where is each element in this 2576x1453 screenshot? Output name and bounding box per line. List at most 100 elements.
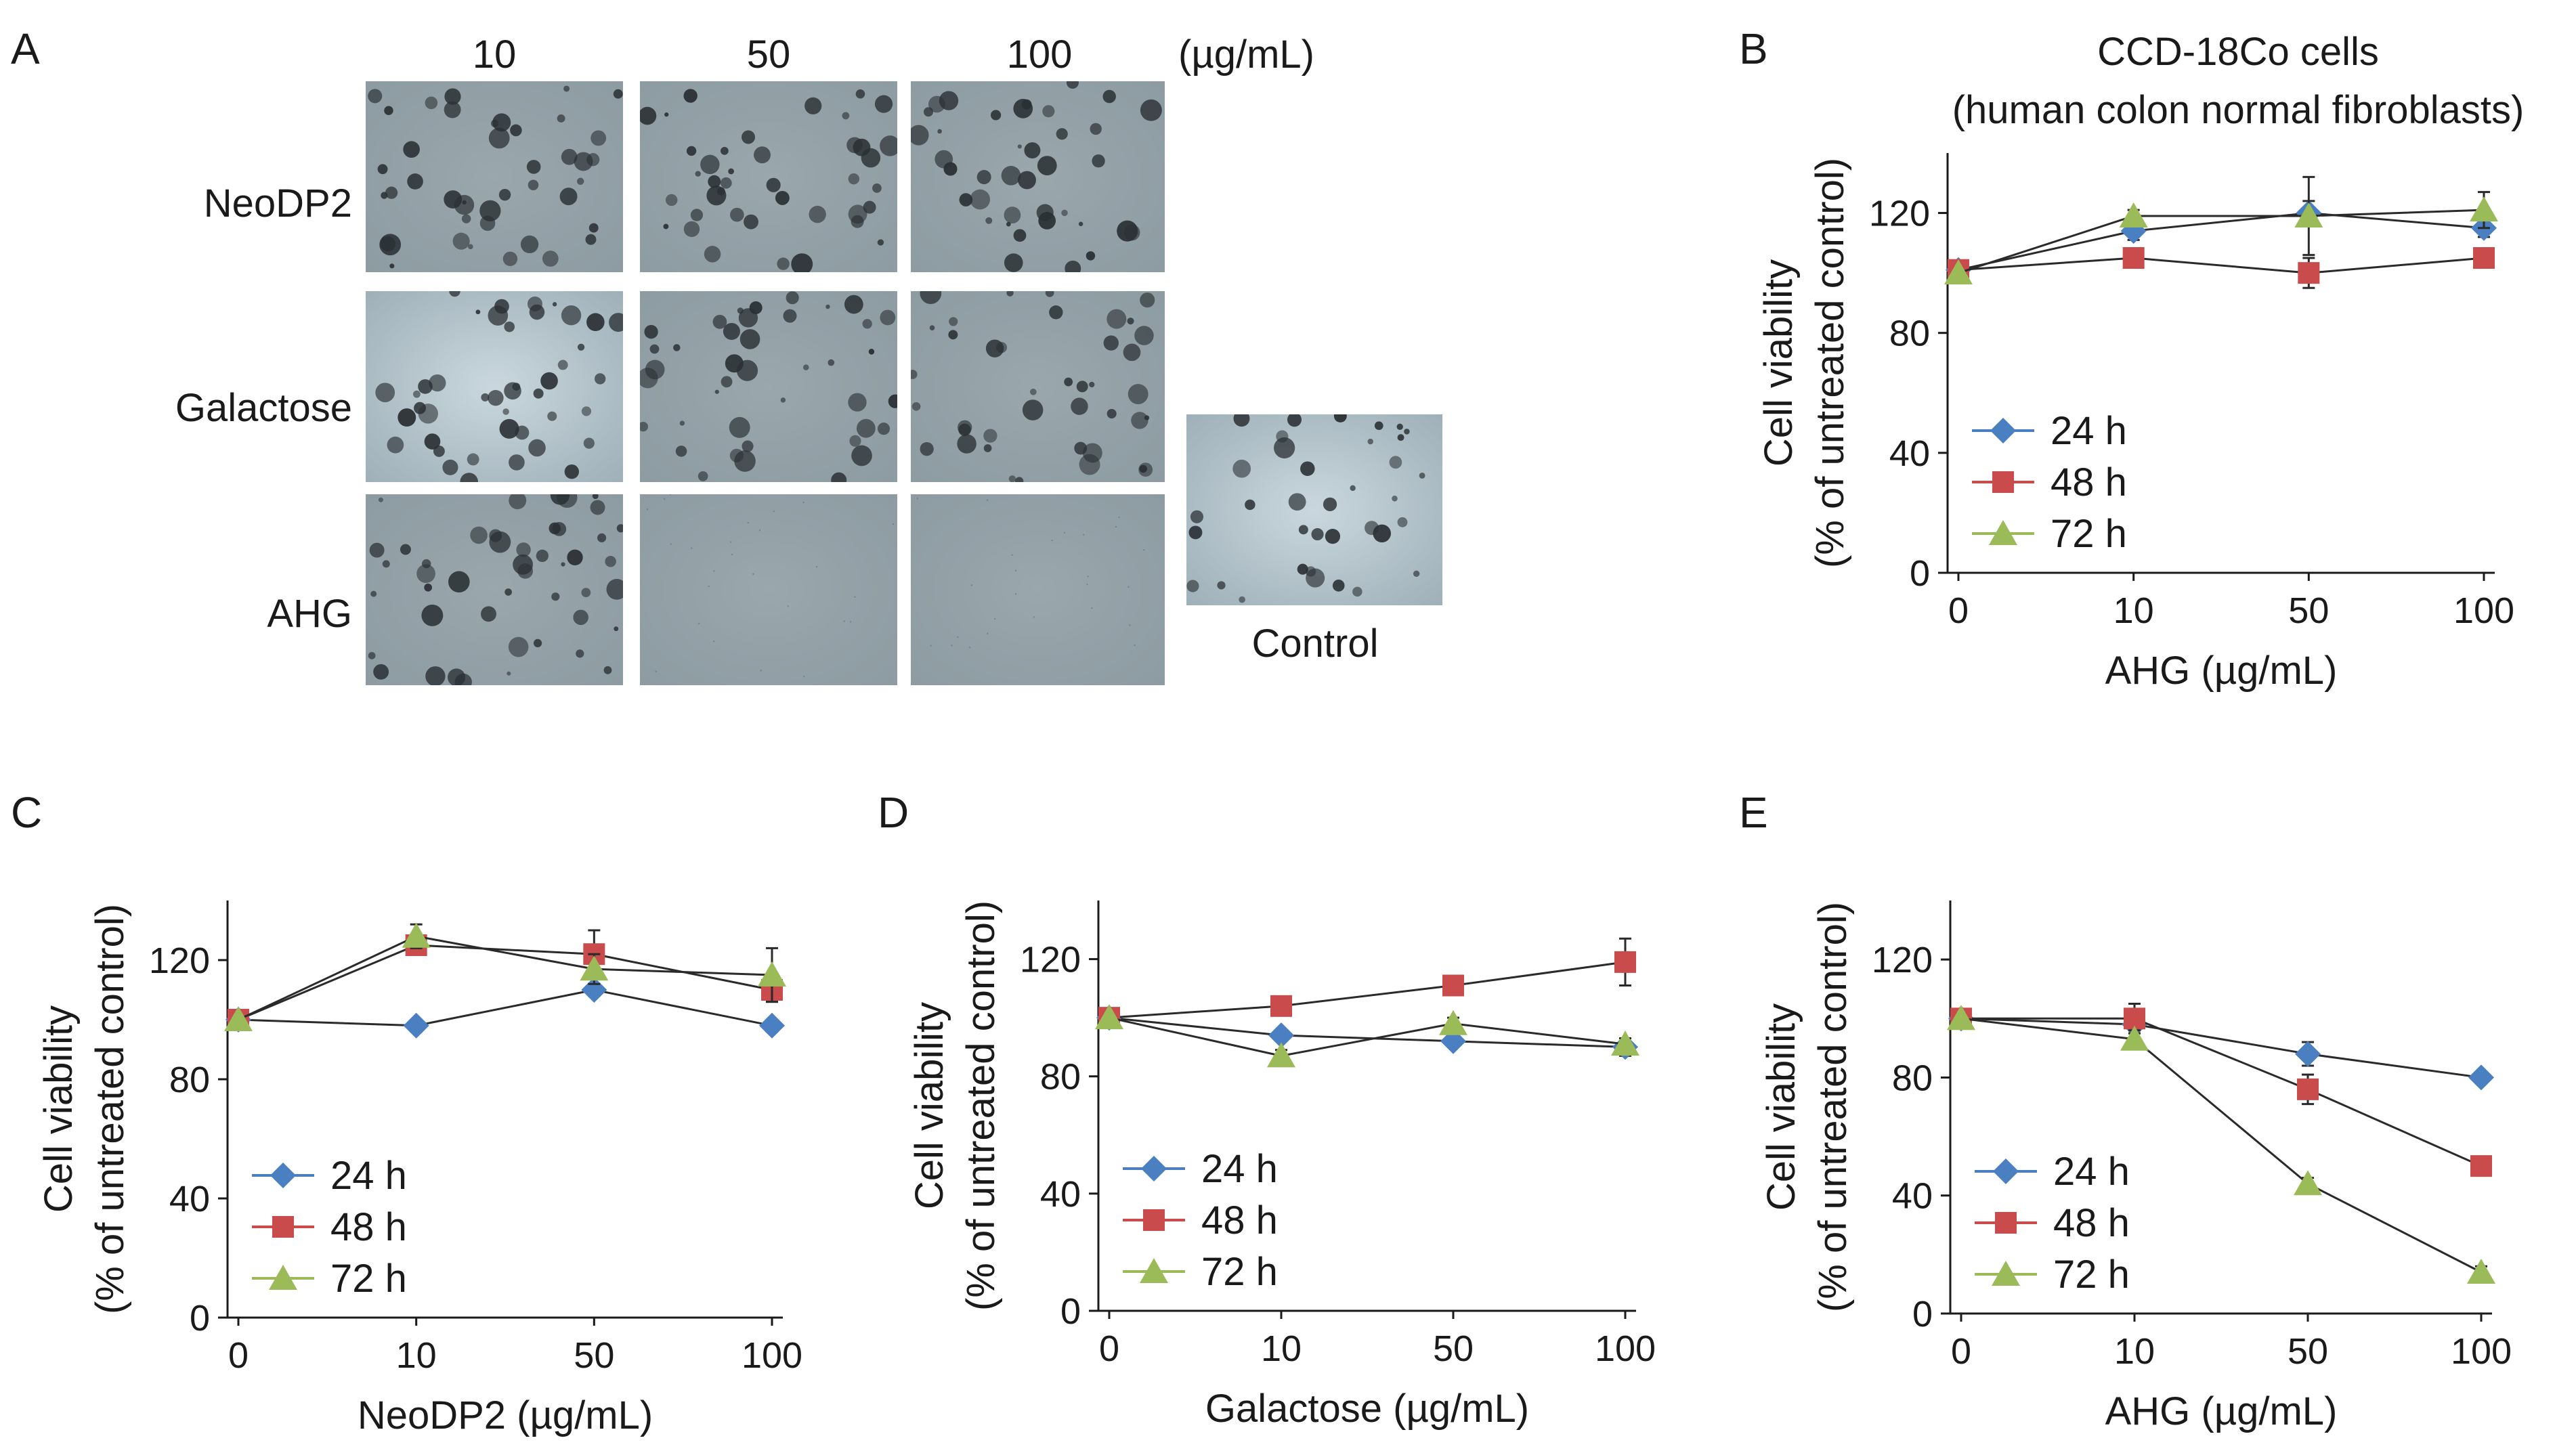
chart-e-ytick-label-120: 120 (1872, 940, 1933, 980)
chart-d-point-24h-10 (1268, 1022, 1294, 1049)
chart-e-point-24h-50 (2295, 1041, 2321, 1067)
chart-e-point-24h-100 (2468, 1064, 2494, 1091)
chart-d-point-72h-10 (1267, 1042, 1295, 1068)
chart-c-point-72h-100 (758, 961, 786, 986)
chart-d-point-72h-100 (1611, 1031, 1639, 1056)
chart-c-y-label-line-2: (% of untreated control) (88, 904, 132, 1314)
chart-c-point-72h-0 (224, 1006, 253, 1031)
chart-e-ytick-label-0: 0 (1912, 1294, 1933, 1335)
chart-b-point-72h-100 (2470, 196, 2498, 222)
chart-c-xtick-label-50: 50 (574, 1335, 614, 1376)
panel-letter-e: E (1739, 788, 1768, 837)
chart-b-series-24h-line (1958, 212, 2485, 272)
chart-c-point-24h-10 (403, 1012, 429, 1039)
chart-c-legend-label-48h: 48 h (330, 1205, 407, 1249)
chart-d-xtick-label-0: 0 (1099, 1328, 1119, 1369)
chart-b-legend-label-72h: 72 h (2051, 512, 2127, 556)
chart-b-series-48h-line (1958, 257, 2485, 274)
micrograph-control (1186, 414, 1442, 605)
chart-e-point-72h-10 (2120, 1025, 2149, 1051)
chart-b-point-48h-10 (2122, 247, 2145, 269)
chart-b-point-48h-100 (2473, 247, 2495, 269)
column-header-10: 10 (472, 32, 517, 77)
micrograph-ahg-10 (366, 494, 623, 685)
chart-d-ytick-label-40: 40 (1040, 1174, 1081, 1215)
chart-d-x-label: Galactose (µg/mL) (1205, 1387, 1529, 1431)
chart-c-xtick-label-100: 100 (742, 1335, 802, 1376)
chart-c-legend-marker-24h (270, 1163, 296, 1188)
chart-e-series-48h-line (1961, 1017, 2482, 1167)
chart-e-legend-marker-24h (1993, 1158, 2019, 1184)
chart-b-xtick-label-10: 10 (2113, 590, 2154, 631)
chart-b-legend-marker-24h (1990, 418, 2016, 443)
chart-c-series-24h-line (238, 989, 773, 1027)
chart-b-y-label-line-1: Cell viability (1757, 259, 1801, 467)
chart-c-ytick-label-80: 80 (169, 1060, 210, 1100)
chart-d-y-label-line-1: Cell viability (907, 1002, 951, 1209)
chart-e-legend-label-24h: 24 h (2053, 1150, 2130, 1194)
chart-d-point-72h-0 (1095, 1004, 1123, 1030)
chart-d-xtick-label-100: 100 (1595, 1328, 1656, 1369)
chart-b-ytick-label-0: 0 (1910, 553, 1930, 594)
concentration-unit: (µg/mL) (1178, 32, 1314, 77)
chart-c-ytick-label-120: 120 (149, 940, 210, 981)
control-label: Control (1251, 622, 1379, 666)
chart-e-legend-marker-72h (1992, 1261, 2020, 1286)
chart-b-point-72h-10 (2119, 202, 2148, 227)
chart-b-legend-label-24h: 24 h (2051, 409, 2127, 453)
chart-e-legend-label-48h: 48 h (2053, 1201, 2130, 1245)
micrograph-ahg-50 (640, 494, 897, 685)
chart-b-point-72h-50 (2294, 202, 2323, 227)
panel-letter-b: B (1739, 24, 1768, 73)
chart-d-ytick-label-120: 120 (1020, 940, 1081, 980)
micrograph-neodp2-100 (911, 81, 1165, 272)
chart-e-point-72h-100 (2467, 1259, 2495, 1284)
chart-b-title-line-1: CCD-18Co cells (2097, 30, 2379, 74)
chart-b-xtick-label-50: 50 (2288, 590, 2329, 631)
chart-e-legend-label-72h: 72 h (2053, 1253, 2130, 1297)
chart-c-point-24h-50 (581, 977, 607, 1003)
chart-d-ytick-label-80: 80 (1040, 1057, 1081, 1098)
chart-d-xtick-label-10: 10 (1261, 1328, 1302, 1369)
chart-e-legend-marker-48h (1995, 1212, 2017, 1234)
chart-e-series-72h-line (1960, 1017, 2482, 1274)
chart-d-point-48h-50 (1442, 974, 1464, 997)
chart-d-series-48h-line (1109, 961, 1626, 1019)
panel-letter-a: A (11, 24, 40, 73)
row-label-ahg: AHG (267, 592, 352, 636)
panel-letter-c: C (11, 788, 43, 837)
chart-d-legend-marker-72h (1140, 1258, 1168, 1283)
chart-e-x-label: AHG (µg/mL) (2105, 1389, 2338, 1433)
chart-d-legend-marker-24h (1141, 1156, 1167, 1181)
chart-d-point-72h-50 (1439, 1010, 1467, 1035)
micrograph-neodp2-10 (366, 81, 623, 272)
chart-c-point-72h-10 (402, 922, 431, 948)
chart-d-legend-marker-48h (1143, 1209, 1165, 1231)
chart-c-y-label-line-1: Cell viability (37, 1005, 81, 1213)
panel-letter-d: D (878, 788, 909, 837)
chart-e-point-72h-0 (1947, 1005, 1975, 1031)
chart-e-xtick-label-0: 0 (1951, 1331, 1971, 1372)
chart-e-point-48h-100 (2470, 1155, 2492, 1177)
chart-b-xtick-label-0: 0 (1948, 590, 1969, 631)
row-label-neodp2: NeoDP2 (203, 181, 352, 225)
chart-d-ytick-label-0: 0 (1060, 1291, 1081, 1332)
chart-d-legend-label-24h: 24 h (1201, 1147, 1278, 1191)
chart-c-legend-label-72h: 72 h (330, 1257, 407, 1301)
micrograph-neodp2-50 (640, 81, 897, 272)
micrograph-ahg-100 (911, 494, 1165, 685)
column-header-100: 100 (1006, 32, 1073, 77)
column-header-50: 50 (746, 32, 791, 77)
chart-b-series-72h-line (1958, 209, 2485, 274)
chart-c-point-72h-50 (580, 955, 609, 981)
row-label-galactose: Galactose (175, 386, 352, 430)
chart-e-ytick-label-80: 80 (1892, 1058, 1933, 1098)
chart-d-xtick-label-50: 50 (1433, 1328, 1474, 1369)
chart-c-ytick-label-40: 40 (169, 1179, 210, 1219)
chart-c-ytick-label-0: 0 (190, 1298, 210, 1339)
chart-e-xtick-label-50: 50 (2288, 1331, 2328, 1372)
micrograph-galactose-10 (366, 291, 623, 482)
chart-d-legend-label-72h: 72 h (1201, 1250, 1278, 1294)
chart-b-title-line-2: (human colon normal fibroblasts) (1952, 88, 2525, 132)
